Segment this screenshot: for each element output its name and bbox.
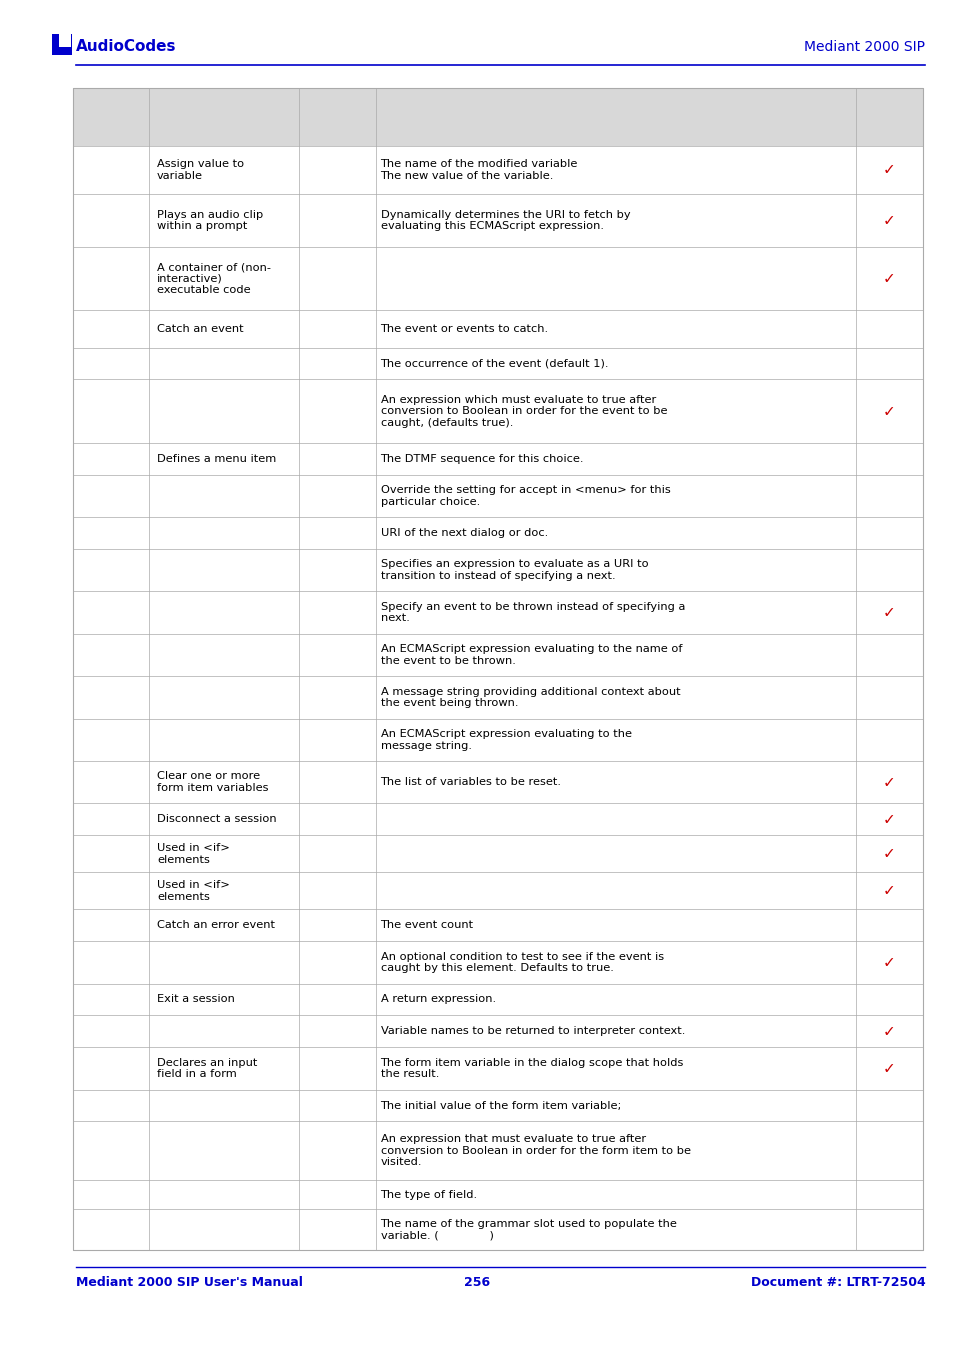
- Bar: [72, 146, 923, 193]
- Bar: [72, 873, 923, 909]
- Text: Specify an event to be thrown instead of specifying a
next.: Specify an event to be thrown instead of…: [380, 601, 684, 623]
- Text: Override the setting for accept in <menu> for this
particular choice.: Override the setting for accept in <menu…: [380, 485, 670, 507]
- Text: ✓: ✓: [882, 404, 895, 419]
- Text: Used in <if>
elements: Used in <if> elements: [157, 880, 230, 901]
- Text: ✓: ✓: [882, 605, 895, 620]
- Bar: [72, 549, 923, 592]
- Text: The type of field.: The type of field.: [380, 1189, 477, 1200]
- Bar: [72, 380, 923, 443]
- Text: The list of variables to be reset.: The list of variables to be reset.: [380, 777, 561, 788]
- Bar: [72, 804, 923, 835]
- Bar: [72, 193, 923, 247]
- Text: AudioCodes: AudioCodes: [76, 39, 176, 54]
- Bar: [52, 34, 71, 55]
- Text: ✓: ✓: [882, 1061, 895, 1075]
- Text: ✓: ✓: [882, 884, 895, 898]
- Text: ✓: ✓: [882, 1024, 895, 1039]
- Bar: [72, 592, 923, 634]
- Text: The event count: The event count: [380, 920, 474, 931]
- Text: The name of the modified variable
The new value of the variable.: The name of the modified variable The ne…: [380, 159, 578, 181]
- Text: URI of the next dialog or doc.: URI of the next dialog or doc.: [380, 528, 547, 538]
- Text: The name of the grammar slot used to populate the
variable. (              ): The name of the grammar slot used to pop…: [380, 1219, 677, 1240]
- Bar: [72, 247, 923, 311]
- Text: Document #: LTRT-72504: Document #: LTRT-72504: [750, 1277, 924, 1289]
- Bar: [72, 1209, 923, 1250]
- Text: ✓: ✓: [882, 955, 895, 970]
- Text: 256: 256: [463, 1277, 490, 1289]
- Text: Specifies an expression to evaluate as a URI to
transition to instead of specify: Specifies an expression to evaluate as a…: [380, 559, 647, 581]
- Text: An ECMAScript expression evaluating to the name of
the event to be thrown.: An ECMAScript expression evaluating to t…: [380, 644, 681, 666]
- Bar: [72, 634, 923, 676]
- Text: The form item variable in the dialog scope that holds
the result.: The form item variable in the dialog sco…: [380, 1058, 683, 1079]
- Bar: [72, 88, 923, 1250]
- Text: ✓: ✓: [882, 774, 895, 790]
- Bar: [72, 311, 923, 347]
- Bar: [72, 676, 923, 719]
- Text: Mediant 2000 SIP User's Manual: Mediant 2000 SIP User's Manual: [76, 1277, 303, 1289]
- Text: An ECMAScript expression evaluating to the
message string.: An ECMAScript expression evaluating to t…: [380, 730, 631, 751]
- Bar: [72, 984, 923, 1016]
- Text: ✓: ✓: [882, 846, 895, 861]
- Bar: [72, 443, 923, 474]
- Text: Declares an input
field in a form: Declares an input field in a form: [157, 1058, 257, 1079]
- Text: Catch an event: Catch an event: [157, 324, 243, 334]
- Text: An expression that must evaluate to true after
conversion to Boolean in order fo: An expression that must evaluate to true…: [380, 1133, 690, 1167]
- Text: Assign value to
variable: Assign value to variable: [157, 159, 244, 181]
- Text: ✓: ✓: [882, 272, 895, 286]
- Bar: [72, 835, 923, 873]
- Text: ✓: ✓: [882, 213, 895, 228]
- Bar: [72, 719, 923, 761]
- Text: The initial value of the form item variable;: The initial value of the form item varia…: [380, 1101, 621, 1111]
- Text: A return expression.: A return expression.: [380, 994, 496, 1005]
- Text: Plays an audio clip
within a prompt: Plays an audio clip within a prompt: [157, 209, 263, 231]
- Bar: [72, 909, 923, 942]
- Bar: [72, 88, 923, 146]
- Bar: [72, 1179, 923, 1209]
- Bar: [72, 474, 923, 517]
- Bar: [72, 347, 923, 380]
- Text: Variable names to be returned to interpreter context.: Variable names to be returned to interpr…: [380, 1027, 684, 1036]
- Text: Disconnect a session: Disconnect a session: [157, 815, 276, 824]
- Bar: [72, 942, 923, 984]
- Text: Used in <if>
elements: Used in <if> elements: [157, 843, 230, 865]
- Text: Clear one or more
form item variables: Clear one or more form item variables: [157, 771, 269, 793]
- Text: The occurrence of the event (default 1).: The occurrence of the event (default 1).: [380, 358, 608, 369]
- Bar: [72, 1090, 923, 1121]
- Text: Defines a menu item: Defines a menu item: [157, 454, 276, 463]
- Text: ✓: ✓: [882, 162, 895, 177]
- Bar: [72, 1047, 923, 1090]
- Text: An optional condition to test to see if the event is
caught by this element. Def: An optional condition to test to see if …: [380, 951, 663, 973]
- Bar: [72, 1121, 923, 1179]
- Text: A container of (non-
interactive)
executable code: A container of (non- interactive) execut…: [157, 262, 271, 296]
- Bar: [72, 1016, 923, 1047]
- Bar: [59, 34, 71, 47]
- Text: The event or events to catch.: The event or events to catch.: [380, 324, 548, 334]
- Text: The DTMF sequence for this choice.: The DTMF sequence for this choice.: [380, 454, 583, 463]
- Bar: [72, 761, 923, 804]
- Text: A message string providing additional context about
the event being thrown.: A message string providing additional co…: [380, 686, 679, 708]
- Text: Exit a session: Exit a session: [157, 994, 234, 1005]
- Text: Mediant 2000 SIP: Mediant 2000 SIP: [803, 41, 924, 54]
- Text: Catch an error event: Catch an error event: [157, 920, 274, 931]
- Text: An expression which must evaluate to true after
conversion to Boolean in order f: An expression which must evaluate to tru…: [380, 394, 666, 428]
- Text: ✓: ✓: [882, 812, 895, 827]
- Text: Dynamically determines the URI to fetch by
evaluating this ECMAScript expression: Dynamically determines the URI to fetch …: [380, 209, 630, 231]
- Bar: [72, 517, 923, 549]
